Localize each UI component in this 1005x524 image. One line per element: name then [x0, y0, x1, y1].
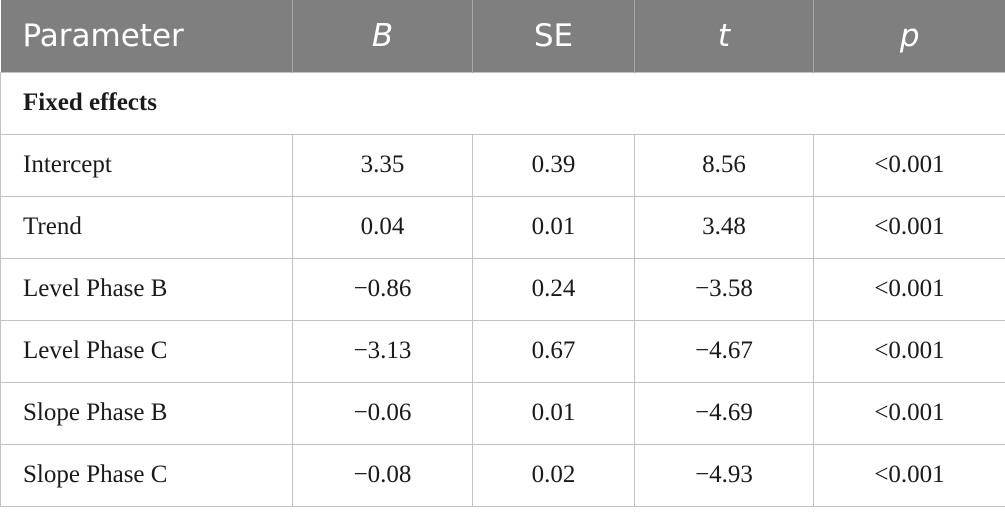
p-cell: <0.001	[813, 319, 1005, 382]
section-row: Fixed effects	[0, 71, 1005, 134]
table-row: Slope Phase C −0.08 0.02 −4.93 <0.001	[0, 443, 1005, 507]
p-cell: <0.001	[813, 133, 1005, 196]
table-row: Slope Phase B −0.06 0.01 −4.69 <0.001	[0, 381, 1005, 444]
t-cell: −4.93	[634, 443, 814, 507]
header-row: Parameter B SE t p	[0, 0, 1005, 72]
se-cell: 0.39	[472, 133, 635, 196]
table-row: Level Phase B −0.86 0.24 −3.58 <0.001	[0, 257, 1005, 320]
se-cell: 0.02	[472, 443, 635, 507]
t-cell: −4.67	[634, 319, 814, 382]
p-cell: <0.001	[813, 381, 1005, 444]
p-cell: <0.001	[813, 443, 1005, 507]
se-cell: 0.01	[472, 381, 635, 444]
parameter-cell: Level Phase C	[0, 319, 293, 382]
results-table: Parameter B SE t p Fixed effects Interce…	[0, 0, 1005, 507]
t-cell: 3.48	[634, 195, 814, 258]
t-cell: −3.58	[634, 257, 814, 320]
table-row: Trend 0.04 0.01 3.48 <0.001	[0, 195, 1005, 258]
table-row: Level Phase C −3.13 0.67 −4.67 <0.001	[0, 319, 1005, 382]
b-cell: −0.06	[292, 381, 473, 444]
parameter-cell: Slope Phase B	[0, 381, 293, 444]
parameter-cell: Intercept	[0, 133, 293, 196]
se-cell: 0.67	[472, 319, 635, 382]
t-cell: 8.56	[634, 133, 814, 196]
table-header: Parameter B SE t p	[0, 0, 1005, 72]
header-t: t	[634, 0, 814, 72]
b-cell: −3.13	[292, 319, 473, 382]
p-cell: <0.001	[813, 257, 1005, 320]
se-cell: 0.24	[472, 257, 635, 320]
b-cell: 0.04	[292, 195, 473, 258]
parameter-cell: Level Phase B	[0, 257, 293, 320]
parameter-cell: Slope Phase C	[0, 443, 293, 507]
table-body: Fixed effects Intercept 3.35 0.39 8.56 <…	[0, 71, 1005, 507]
header-b: B	[292, 0, 473, 72]
parameter-cell: Trend	[0, 195, 293, 258]
t-cell: −4.69	[634, 381, 814, 444]
section-label-fixed-effects: Fixed effects	[0, 71, 1005, 134]
p-cell: <0.001	[813, 195, 1005, 258]
se-cell: 0.01	[472, 195, 635, 258]
header-parameter: Parameter	[0, 0, 293, 72]
b-cell: −0.86	[292, 257, 473, 320]
b-cell: 3.35	[292, 133, 473, 196]
b-cell: −0.08	[292, 443, 473, 507]
table-row: Intercept 3.35 0.39 8.56 <0.001	[0, 133, 1005, 196]
header-p: p	[813, 0, 1005, 72]
header-se: SE	[472, 0, 635, 72]
